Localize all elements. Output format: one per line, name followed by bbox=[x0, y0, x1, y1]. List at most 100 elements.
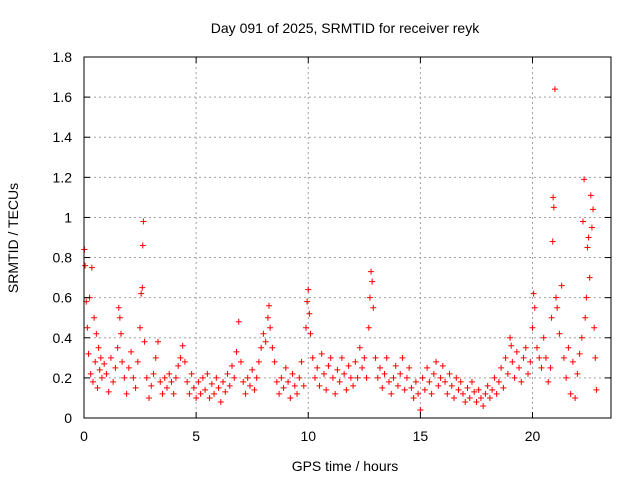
data-point bbox=[114, 344, 121, 351]
data-point bbox=[486, 394, 493, 401]
data-point bbox=[332, 390, 339, 397]
data-point bbox=[549, 238, 556, 245]
data-point bbox=[300, 382, 307, 389]
data-point bbox=[179, 342, 186, 349]
data-point bbox=[511, 374, 518, 381]
data-point bbox=[215, 384, 222, 391]
data-point bbox=[112, 364, 119, 371]
data-point bbox=[294, 390, 301, 397]
data-point bbox=[415, 390, 422, 397]
data-point bbox=[276, 390, 283, 397]
data-point bbox=[457, 378, 464, 385]
data-point bbox=[125, 364, 132, 371]
data-point bbox=[574, 370, 581, 377]
data-point bbox=[369, 278, 376, 285]
data-point bbox=[417, 406, 424, 413]
data-point bbox=[466, 394, 473, 401]
x-tick-label: 0 bbox=[80, 428, 88, 444]
data-point bbox=[356, 344, 363, 351]
data-point bbox=[513, 348, 520, 355]
data-point bbox=[95, 344, 102, 351]
data-point bbox=[202, 386, 209, 393]
data-point bbox=[141, 338, 148, 345]
data-point bbox=[211, 390, 218, 397]
data-point bbox=[190, 384, 197, 391]
data-point bbox=[139, 284, 146, 291]
data-point bbox=[273, 378, 280, 385]
data-point bbox=[296, 374, 303, 381]
data-point bbox=[464, 384, 471, 391]
data-point bbox=[93, 330, 100, 337]
data-point bbox=[85, 350, 92, 357]
data-point bbox=[224, 370, 231, 377]
data-point bbox=[576, 350, 583, 357]
data-point bbox=[591, 324, 598, 331]
data-point bbox=[593, 386, 600, 393]
data-point bbox=[473, 398, 480, 405]
data-point bbox=[140, 218, 147, 225]
data-point bbox=[590, 206, 597, 213]
data-point bbox=[556, 330, 563, 337]
data-point bbox=[307, 330, 314, 337]
data-point bbox=[585, 234, 592, 241]
data-point bbox=[233, 348, 240, 355]
data-point bbox=[269, 344, 276, 351]
data-point bbox=[309, 354, 316, 361]
data-point bbox=[530, 290, 537, 297]
data-point bbox=[143, 374, 150, 381]
data-point bbox=[426, 378, 433, 385]
data-point bbox=[267, 324, 274, 331]
data-point bbox=[578, 334, 585, 341]
data-point bbox=[489, 386, 496, 393]
y-tick-label: 0.2 bbox=[53, 370, 73, 386]
data-point bbox=[560, 354, 567, 361]
y-axis-label: SRMTID / TECUs bbox=[5, 183, 21, 293]
data-point bbox=[314, 364, 321, 371]
data-point bbox=[542, 354, 549, 361]
data-point bbox=[98, 374, 105, 381]
data-point bbox=[266, 302, 273, 309]
data-point bbox=[278, 374, 285, 381]
data-point bbox=[89, 378, 96, 385]
data-point bbox=[419, 374, 426, 381]
data-point bbox=[128, 348, 135, 355]
data-point bbox=[495, 378, 502, 385]
data-point bbox=[359, 364, 366, 371]
data-point bbox=[87, 370, 94, 377]
data-point bbox=[334, 366, 341, 373]
data-point bbox=[229, 362, 236, 369]
data-point bbox=[155, 338, 162, 345]
data-point bbox=[563, 374, 570, 381]
data-point bbox=[385, 378, 392, 385]
data-point bbox=[500, 384, 507, 391]
data-point bbox=[170, 390, 177, 397]
data-point bbox=[237, 358, 244, 365]
x-tick-label: 15 bbox=[413, 428, 429, 444]
data-point bbox=[368, 268, 375, 275]
data-point bbox=[345, 362, 352, 369]
data-point bbox=[260, 330, 267, 337]
data-point bbox=[325, 362, 332, 369]
data-point bbox=[172, 374, 179, 381]
data-point bbox=[482, 390, 489, 397]
data-point bbox=[119, 358, 126, 365]
chart-title: Day 091 of 2025, SRMTID for receiver rey… bbox=[211, 20, 480, 36]
data-point bbox=[323, 386, 330, 393]
data-point bbox=[242, 390, 249, 397]
y-tick-label: 1.8 bbox=[53, 49, 73, 65]
x-tick-label: 20 bbox=[525, 428, 541, 444]
data-point bbox=[134, 358, 141, 365]
data-point bbox=[199, 374, 206, 381]
data-point bbox=[101, 360, 108, 367]
data-point bbox=[428, 390, 435, 397]
data-point bbox=[139, 242, 146, 249]
data-point bbox=[406, 364, 413, 371]
data-point bbox=[508, 342, 515, 349]
data-point bbox=[303, 324, 310, 331]
data-point bbox=[206, 394, 213, 401]
data-point bbox=[412, 378, 419, 385]
data-point bbox=[451, 394, 458, 401]
data-point bbox=[204, 370, 211, 377]
data-point bbox=[91, 314, 98, 321]
